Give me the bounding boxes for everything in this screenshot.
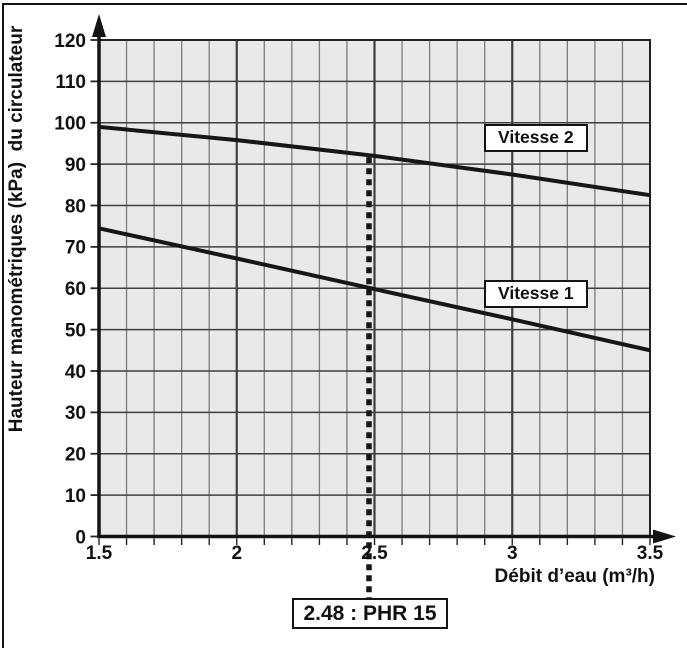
y-axis-title: Hauteur manométriques (kPa) du circulate… xyxy=(6,25,27,433)
x-tick-label: 2.5 xyxy=(361,543,388,564)
y-tick-label: 90 xyxy=(65,155,86,176)
y-axis-arrowhead xyxy=(92,14,106,37)
y-tick-label: 100 xyxy=(54,114,86,135)
x-axis-arrowhead xyxy=(653,529,676,544)
y-tick-label: 70 xyxy=(65,238,86,259)
y-tick-label: 60 xyxy=(65,279,86,300)
operating-point-label-box: 2.48 : PHR 15 xyxy=(292,598,448,629)
y-tick-label: 110 xyxy=(55,72,86,93)
x-tick-label: 3 xyxy=(507,543,518,564)
y-tick-label: 50 xyxy=(65,320,86,341)
y-tick-label: 120 xyxy=(54,31,86,52)
curve-vitesse-1 xyxy=(98,226,651,353)
x-tick-label: 3.5 xyxy=(637,543,664,564)
y-tick-label: 10 xyxy=(65,486,86,507)
y-tick-label: 40 xyxy=(65,362,86,383)
series-label-vitesse-2: Vitesse 2 xyxy=(484,124,588,152)
series-label-vitesse-1: Vitesse 1 xyxy=(484,280,588,308)
y-tick-label: 0 xyxy=(75,527,86,548)
y-tick-label: 30 xyxy=(65,403,86,424)
y-tick-label: 20 xyxy=(65,445,86,466)
x-tick-label: 1.5 xyxy=(86,543,113,564)
x-axis-title: Débit d’eau (m³/h) xyxy=(494,566,655,587)
x-tick-label: 2 xyxy=(231,543,242,564)
y-tick-label: 80 xyxy=(65,196,86,217)
curve-vitesse-2 xyxy=(98,124,651,198)
